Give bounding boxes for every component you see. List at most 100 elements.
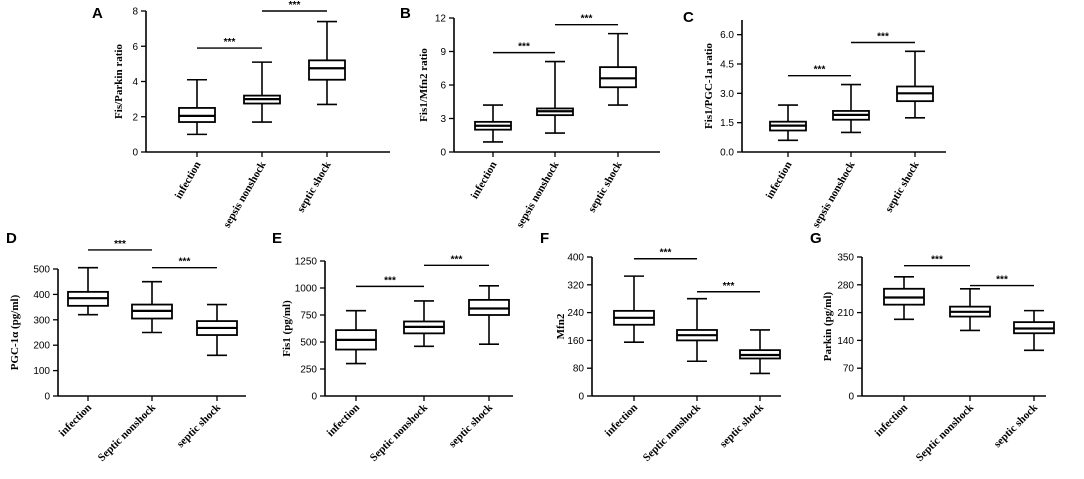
panel-letter: E <box>272 230 282 247</box>
box-3 <box>308 20 346 157</box>
y-tick-label: 6.0 <box>720 30 734 41</box>
y-tick-label: 1.5 <box>720 118 734 129</box>
chart-panel-e: E 0 250 500 750 1000 1250 Fis1 (pg/ml) infection… <box>272 230 513 464</box>
category-label: infection <box>325 402 362 439</box>
y-tick-label: 1250 <box>295 257 318 268</box>
category-label: sepsis nonshock <box>810 159 858 230</box>
panel-letter: B <box>400 5 411 22</box>
category-label: septic shock <box>586 159 625 215</box>
y-tick-label: 160 <box>567 336 584 347</box>
y-axis-label: Fis1 (pg/ml) <box>281 300 293 357</box>
box-1 <box>769 104 807 157</box>
category-label: infection <box>469 160 500 201</box>
y-tick-label: 3.0 <box>720 89 734 100</box>
significance-stars: *** <box>723 281 735 292</box>
y-tick-label: 80 <box>573 364 585 375</box>
category-label: Septic nonshock <box>368 401 431 464</box>
y-axis-label: Fis1/PGC-1a ratio <box>703 43 715 129</box>
y-tick-label: 8 <box>132 7 138 18</box>
box-3 <box>896 50 934 157</box>
significance-stars: *** <box>996 275 1008 286</box>
significance-stars: *** <box>877 31 889 42</box>
y-tick-label: 4.5 <box>720 60 734 71</box>
y-tick-label: 280 <box>837 280 854 291</box>
y-tick-label: 0 <box>848 392 854 403</box>
significance-stars: *** <box>660 248 672 259</box>
box-1 <box>67 266 109 401</box>
y-tick-label: 6 <box>440 81 446 92</box>
chart-panel-f: F 0 80 160 240 320 400 Mfn2 infection Septic nons… <box>540 230 781 464</box>
category-label: septic shock <box>175 401 224 450</box>
y-tick-label: 140 <box>837 336 854 347</box>
y-tick-label: 0 <box>44 392 50 403</box>
y-tick-label: 320 <box>567 280 584 291</box>
category-label: Septic nonshock <box>96 401 159 464</box>
panel-letter: G <box>810 230 822 247</box>
y-tick-label: 2 <box>132 112 138 123</box>
category-label: Septic nonshock <box>914 401 977 464</box>
significance-stars: *** <box>581 14 593 25</box>
y-tick-label: 9 <box>440 47 446 58</box>
box-1 <box>474 104 512 157</box>
y-tick-label: 100 <box>33 366 50 377</box>
y-tick-label: 4 <box>132 77 138 88</box>
box-3 <box>599 32 637 157</box>
y-tick-label: 1000 <box>295 284 318 295</box>
category-label: infection <box>173 160 204 201</box>
significance-stars: *** <box>179 257 191 268</box>
category-label: infection <box>57 402 94 439</box>
y-tick-label: 0 <box>578 392 584 403</box>
box-2 <box>243 61 281 157</box>
chart-panel-a: A 0 2 4 6 8 Fis/Parkin ratio infection sepsis no… <box>92 0 390 230</box>
box-3 <box>196 303 238 401</box>
y-tick-label: 210 <box>837 308 854 319</box>
y-tick-label: 0.0 <box>720 148 734 159</box>
category-label: infection <box>764 160 795 201</box>
box-2 <box>949 287 991 401</box>
panel-letter: D <box>6 230 17 247</box>
box-1 <box>613 275 655 401</box>
box-1 <box>335 309 377 401</box>
iqr-box <box>599 66 637 89</box>
box-1 <box>178 78 216 157</box>
category-label: sepsis nonshock <box>221 159 269 230</box>
y-axis-label: Mfn2 <box>555 313 567 339</box>
y-tick-label: 400 <box>567 253 584 264</box>
significance-stars: *** <box>114 239 126 250</box>
chart-panel-d: D 0 100 200 300 400 500 PGC-1α (pg/ml) infection… <box>6 230 246 464</box>
y-tick-label: 0 <box>311 392 317 403</box>
category-label: septic shock <box>447 401 496 450</box>
category-label: septic shock <box>295 159 334 215</box>
category-label: Septic nonshock <box>641 401 704 464</box>
y-tick-label: 3 <box>440 114 446 125</box>
significance-stars: *** <box>518 42 530 53</box>
y-tick-label: 12 <box>435 14 447 25</box>
category-label: septic shock <box>992 401 1041 450</box>
y-tick-label: 240 <box>567 308 584 319</box>
panel-letter: C <box>683 9 694 26</box>
box-2 <box>536 60 574 157</box>
box-3 <box>468 285 510 401</box>
significance-stars: *** <box>224 37 236 48</box>
y-tick-label: 250 <box>300 365 317 376</box>
category-label: septic shock <box>883 159 922 215</box>
iqr-box <box>308 59 346 81</box>
y-axis-label: PGC-1α (pg/ml) <box>9 294 21 370</box>
chart-panel-c: C 0.0 1.5 3.0 4.5 6.0 Fis1/PGC-1a ratio infecti… <box>683 9 946 230</box>
y-axis-label: Fis1/Mfn2 ratio <box>418 48 430 122</box>
y-tick-label: 70 <box>843 364 855 375</box>
y-tick-label: 6 <box>132 42 138 53</box>
box-3 <box>739 329 781 401</box>
category-label: sepsis nonshock <box>514 159 562 230</box>
significance-stars: *** <box>814 65 826 76</box>
y-axis-label: Parkin (pg/ml) <box>822 291 834 361</box>
y-tick-label: 0 <box>440 148 446 159</box>
y-tick-label: 200 <box>33 341 50 352</box>
significance-stars: *** <box>451 254 463 265</box>
category-label: infection <box>873 402 910 439</box>
panel-letter: A <box>92 5 103 22</box>
significance-stars: *** <box>931 255 943 266</box>
box-3 <box>1013 309 1055 401</box>
panel-letter: F <box>540 230 549 247</box>
